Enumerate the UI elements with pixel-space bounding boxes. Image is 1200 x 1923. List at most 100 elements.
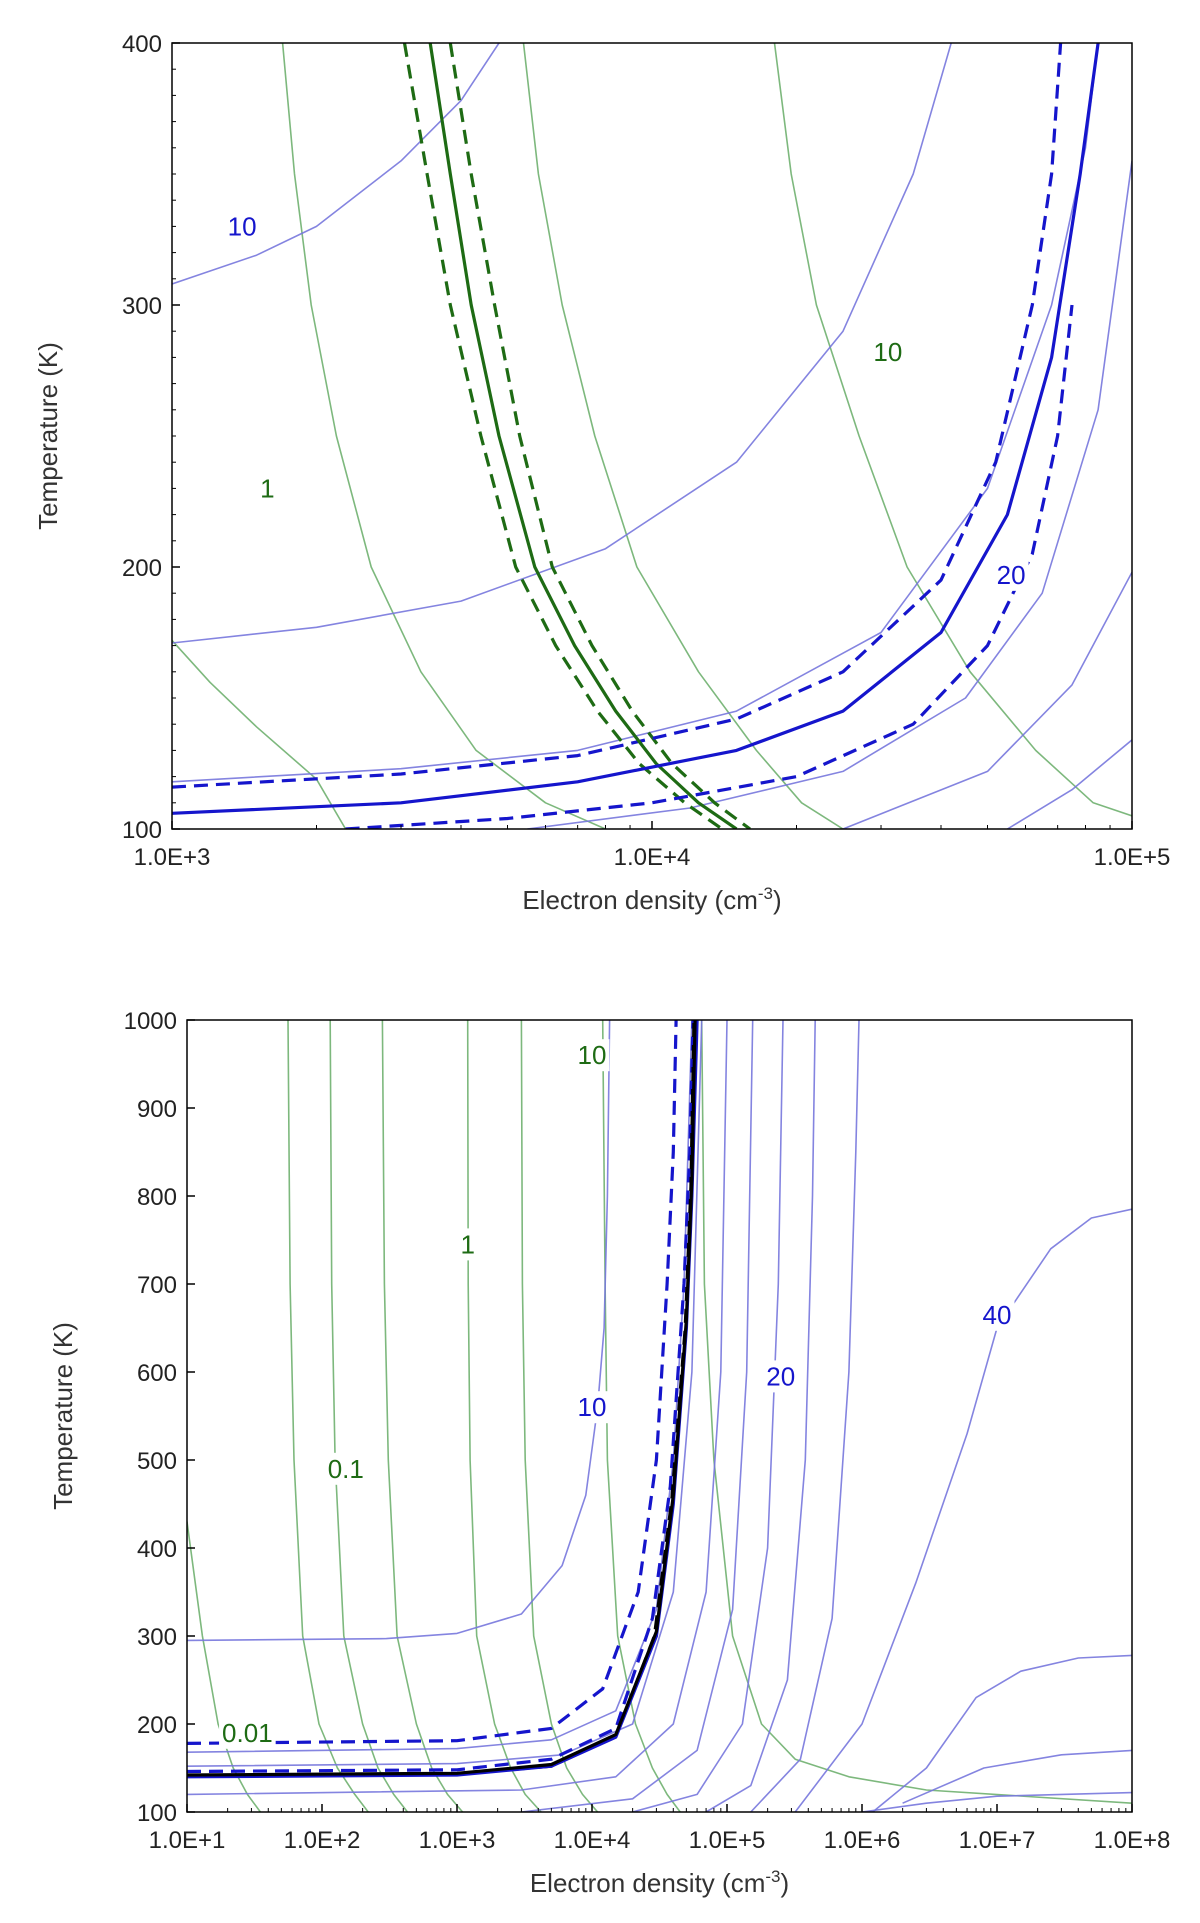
y-tick-label: 900: [137, 1096, 177, 1123]
bottom-chart-panel: 10 1 0.1 0.01 10 20 40 100 200 300 400 500 600 700 800…: [0, 960, 1200, 1923]
contour-label: 10: [228, 211, 257, 241]
series-blue-light-9: [794, 1208, 1132, 1812]
plot-frame: [171, 42, 1133, 830]
series-green-light-4: [773, 43, 1132, 817]
x-tick-label: 1.0E+1: [149, 1827, 226, 1854]
contour-label: 1: [260, 473, 274, 503]
contour-label-bg: [574, 1391, 610, 1424]
series-green-thick-dash-1: [402, 43, 724, 829]
y-tick-label: 200: [137, 1712, 177, 1739]
series-blue-thick-dash-1: [172, 43, 1063, 789]
y-axis-title: Temperature (K): [33, 342, 63, 530]
x-axis-title: Electron density (cm-3): [530, 1867, 789, 1898]
y-tick-label: 500: [137, 1448, 177, 1475]
series-blue-light-6: [632, 1020, 784, 1812]
y-tick-label: 100: [122, 817, 162, 844]
series-blue-thick-dash-2: [345, 304, 1074, 829]
y-tick-label: 300: [137, 1624, 177, 1651]
x-axis-title: Electron density (cm-3): [522, 884, 781, 915]
series-green-light-7: [601, 1020, 681, 1812]
series-group: [172, 43, 1132, 829]
series-blue-thick-solid: [172, 43, 1100, 815]
series-black-thick-solid: [187, 1020, 697, 1777]
y-tick-label: 200: [122, 555, 162, 582]
series-green-light-1: [187, 1521, 262, 1812]
y-tick-label: 400: [137, 1536, 177, 1563]
x-tick-label: 1.0E+8: [1094, 1827, 1171, 1854]
series-green-light-2: [287, 1020, 369, 1812]
series-blue-light-1: [172, 43, 500, 285]
y-tick-label: 100: [137, 1800, 177, 1827]
series-green-light-5: [466, 1020, 542, 1812]
series-green-light-1: [172, 639, 347, 829]
y-tick-label: 700: [137, 1272, 177, 1299]
contour-label: 1: [460, 1229, 474, 1259]
series-blue-light-2: [187, 1020, 693, 1753]
contour-label-bg: [324, 1452, 367, 1485]
series-blue-light-7: [705, 1020, 816, 1812]
top-chart-panel: 10 10 1 20 100 200 300 400 1.0E+3 1.0E+4 1.0E+5 Ele…: [0, 0, 1200, 950]
series-blue-light-1: [187, 1020, 611, 1642]
y-tick-label: 800: [137, 1184, 177, 1211]
contour-label-bg: [219, 1716, 276, 1749]
series-green-thick-dash-2: [448, 43, 751, 829]
contour-label-bg: [979, 1298, 1015, 1331]
x-tick-label: 1.0E+2: [284, 1827, 361, 1854]
x-tick-label: 1.0E+5: [689, 1827, 766, 1854]
series-blue-dash-2: [187, 1020, 695, 1774]
series-blue-light-8: [750, 1020, 860, 1812]
y-axis-title: Temperature (K): [48, 1322, 78, 1510]
series-black-dash: [187, 1020, 696, 1778]
contour-label: 20: [766, 1361, 795, 1391]
contour-label: 10: [578, 1040, 607, 1070]
contour-label-bg: [574, 1039, 610, 1072]
contour-label-bg: [257, 472, 278, 505]
contour-label-bg: [993, 558, 1029, 591]
series-green-light-6: [520, 1020, 599, 1812]
series-blue-light-11: [902, 1749, 1132, 1804]
series-blue-light-5: [521, 1020, 754, 1812]
series-green-light-3: [329, 1020, 409, 1812]
x-tick-label: 1.0E+6: [824, 1827, 901, 1854]
contour-label: 40: [983, 1300, 1012, 1330]
contour-label-bg: [457, 1228, 478, 1261]
contour-label: 20: [997, 560, 1026, 590]
y-tick-label: 600: [137, 1360, 177, 1387]
y-tick-label: 400: [122, 31, 162, 58]
series-green-thick-solid: [428, 43, 738, 829]
series-blue-light-12: [861, 1791, 1132, 1812]
series-blue-light-3: [187, 1020, 703, 1767]
contour-label: 10: [873, 337, 902, 367]
contour-label-bg: [763, 1360, 799, 1393]
x-tick-label: 1.0E+4: [554, 1827, 631, 1854]
series-blue-dash-1: [187, 1020, 678, 1745]
y-tick-label: 300: [122, 293, 162, 320]
series-blue-light-6: [1006, 739, 1132, 829]
series-green-light-8: [700, 1020, 1132, 1804]
contour-label: 0.1: [328, 1454, 364, 1484]
series-blue-light-2: [172, 43, 952, 644]
y-tick-label: 1000: [124, 1008, 177, 1035]
series-green-light-2: [281, 43, 606, 829]
series-blue-light-10: [872, 1654, 1132, 1812]
series-group: [187, 1020, 1132, 1812]
contour-label-bg: [870, 336, 906, 369]
x-tick-label: 1.0E+7: [959, 1827, 1036, 1854]
series-blue-thick-solid: [187, 1020, 699, 1779]
bottom-chart: 10 1 0.1 0.01 10 20 40 100 200 300 400 500 600 700 800…: [48, 1008, 1171, 1898]
series-green-light-3: [522, 43, 844, 829]
x-tick-label: 1.0E+4: [614, 844, 691, 871]
series-blue-light-4: [527, 160, 1132, 829]
x-tick-label: 1.0E+3: [134, 844, 211, 871]
series-blue-light-3: [172, 43, 1099, 783]
contour-label-bg: [224, 210, 260, 243]
series-green-light-4: [381, 1020, 464, 1812]
x-tick-label: 1.0E+3: [419, 1827, 496, 1854]
series-blue-light-4: [187, 1020, 728, 1796]
plot-frame: [186, 1019, 1133, 1813]
contour-label: 0.01: [222, 1718, 273, 1748]
series-blue-light-5: [842, 571, 1132, 829]
contour-label: 10: [578, 1392, 607, 1422]
x-tick-label: 1.0E+5: [1094, 844, 1171, 871]
top-chart: 10 10 1 20 100 200 300 400 1.0E+3 1.0E+4 1.0E+5 Ele…: [33, 31, 1171, 915]
